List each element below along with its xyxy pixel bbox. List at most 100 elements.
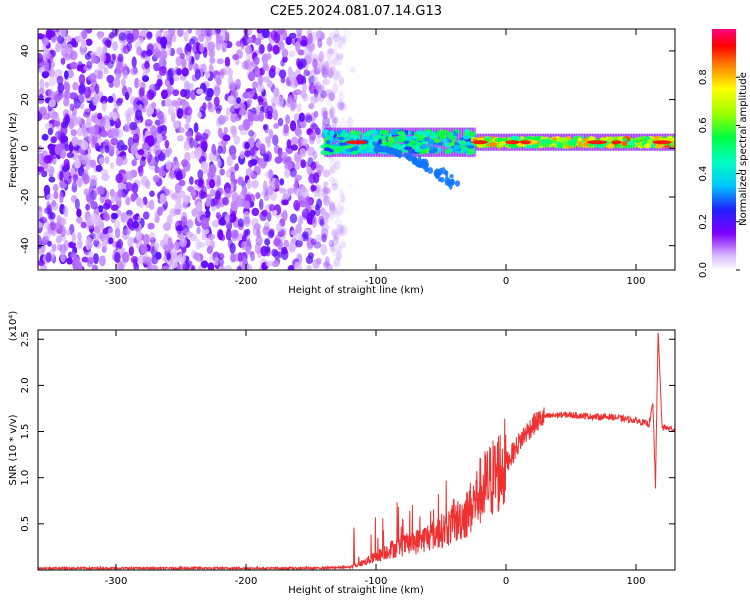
spectrogram-noise-cell bbox=[191, 208, 199, 218]
spectrogram-noise-cell bbox=[230, 181, 235, 188]
spectrogram-noise-cell bbox=[173, 74, 180, 82]
spectrogram-noise-cell bbox=[196, 88, 204, 95]
spectrogram-noise-cell bbox=[328, 211, 334, 222]
snr-xtick-label: -300 bbox=[105, 576, 128, 587]
spectrogram-noise-cell bbox=[66, 69, 74, 79]
spectrogram-noise-cell bbox=[346, 116, 354, 128]
spectrogram-noise-cell bbox=[274, 156, 283, 164]
spectrogram-noise-cell bbox=[246, 264, 253, 270]
spectrogram-noise-cell bbox=[195, 135, 203, 142]
spectrogram-noise-cell bbox=[101, 100, 107, 112]
spectrogram-noise-cell bbox=[85, 38, 93, 46]
spectrogram-noise-cell bbox=[340, 224, 348, 236]
spectrogram-hotspot bbox=[472, 140, 488, 145]
spectrogram-noise-cell bbox=[83, 86, 92, 99]
spectrogram-band-cell bbox=[556, 143, 564, 149]
spectrogram-noise-cell bbox=[301, 208, 310, 219]
spectrogram-branch-cell bbox=[434, 168, 441, 175]
spectrogram-noise-cell bbox=[215, 35, 224, 45]
spectrogram-noise-cell bbox=[338, 240, 347, 249]
spectrogram-noise-cell bbox=[65, 229, 71, 236]
spectrogram-noise-cell bbox=[196, 201, 203, 212]
spectrogram-noise-cell bbox=[281, 246, 288, 255]
spectrogram-noise-cell bbox=[171, 193, 178, 200]
spectrogram-noise-cell bbox=[329, 108, 334, 120]
spectrogram-noise-cell bbox=[265, 260, 273, 267]
spectrogram-band-cell bbox=[654, 143, 664, 149]
spectrogram-noise-cell bbox=[107, 59, 114, 69]
spectrogram-noise-cell bbox=[310, 184, 316, 193]
spectrogram-noise-cell bbox=[270, 65, 276, 73]
spectrogram-noise-cell bbox=[60, 217, 67, 226]
spectrogram-noise-cell bbox=[208, 253, 214, 264]
spectrogram-noise-cell bbox=[285, 36, 293, 46]
spectrogram-noise-cell bbox=[333, 160, 341, 171]
spectrogram-noise-cell bbox=[147, 222, 155, 230]
spectrogram-noise-cell bbox=[197, 111, 202, 119]
spectrogram-band-cell bbox=[427, 139, 435, 144]
spectrogram-noise-cell bbox=[66, 152, 75, 159]
spectrogram-noise-cell bbox=[228, 145, 237, 157]
spectrogram-noise-cell bbox=[112, 41, 118, 52]
spectrogram-noise-cell bbox=[158, 65, 167, 76]
spectrogram-noise-cell bbox=[124, 91, 130, 101]
spectrogram-noise-cell bbox=[320, 207, 326, 216]
spectrogram-noise-cell bbox=[178, 253, 183, 263]
spectrogram-noise-cell bbox=[307, 146, 316, 157]
spectrogram-noise-cell bbox=[326, 95, 333, 106]
spectrogram-noise-cell bbox=[244, 150, 251, 158]
spectrogram-noise-cell bbox=[91, 264, 98, 270]
snr-frame bbox=[37, 329, 676, 571]
spectrogram-noise-cell bbox=[262, 76, 270, 83]
spectrogram-noise-cell bbox=[338, 89, 344, 97]
spectrogram-x-ticks: -300 -200 -100 0 100 bbox=[105, 29, 646, 287]
spectrogram-noise-cell bbox=[63, 97, 70, 107]
spectrogram-noise-cell bbox=[303, 69, 310, 77]
spectrogram-noise-cell bbox=[273, 238, 281, 247]
spectrogram-noise-cell bbox=[73, 99, 81, 109]
spectrogram-noise-cell bbox=[89, 193, 94, 206]
spectrogram-noise-cell bbox=[340, 102, 347, 113]
spectrogram-noise-cell bbox=[151, 102, 157, 109]
spectrogram-noise-cell bbox=[69, 224, 75, 236]
spectrogram-noise-cell bbox=[333, 257, 341, 268]
spectrogram-noise-cell bbox=[220, 234, 226, 242]
spectrogram-noise-cell bbox=[120, 212, 127, 223]
spectrogram-noise-cell bbox=[307, 32, 313, 44]
spectrogram-noise-cell bbox=[64, 113, 71, 125]
spectrogram-noise-cell bbox=[59, 243, 67, 255]
spectrogram-noise-cell bbox=[102, 227, 109, 235]
spectrogram-noise-cell bbox=[229, 166, 237, 175]
spectrogram-noise-cell bbox=[241, 234, 247, 243]
spectrogram-noise-cell bbox=[328, 168, 335, 176]
spectrogram-noise-cell bbox=[53, 120, 61, 127]
spectrogram-noise-cell bbox=[245, 168, 253, 177]
spectrogram-noise-cell bbox=[322, 217, 329, 224]
spectrogram-noise-cell bbox=[45, 29, 53, 40]
spectrogram-noise-cell bbox=[110, 204, 119, 211]
spectrogram-noise-cell bbox=[266, 105, 273, 117]
spectrogram-noise-cell bbox=[270, 29, 278, 41]
spectrogram-noise-cell bbox=[44, 122, 52, 130]
spectrogram-noise-cell bbox=[235, 78, 241, 89]
spectrogram-noise-cell bbox=[294, 162, 301, 170]
spectrogram-noise-cell bbox=[333, 233, 341, 242]
spectrogram-noise-cell bbox=[63, 206, 69, 218]
spectrogram-noise-cell bbox=[315, 30, 324, 42]
spectrogram-band-cell bbox=[467, 148, 474, 155]
spectrogram-noise-cell bbox=[54, 94, 61, 103]
spectrogram-noise-cell bbox=[299, 58, 307, 68]
spectrogram-band-cell bbox=[344, 145, 353, 149]
spectrogram-noise-cell bbox=[38, 166, 45, 173]
spectrogram-noise-cell bbox=[222, 196, 229, 206]
spectrogram-noise-cell bbox=[125, 196, 131, 206]
spectrogram-noise-cell bbox=[278, 187, 286, 194]
spectrogram-noise-cell bbox=[208, 152, 215, 162]
spectrogram-noise-cell bbox=[298, 217, 304, 225]
spectrogram-noise-cell bbox=[100, 52, 107, 63]
spectrogram-noise-cell bbox=[204, 71, 211, 79]
colorbar-ticks: 0.0 0.2 0.4 0.6 0.8 bbox=[698, 69, 740, 278]
spectrogram-noise-cell bbox=[253, 56, 260, 65]
spectrogram-noise-cell bbox=[176, 170, 183, 179]
spectrogram-noise-cell bbox=[156, 78, 163, 88]
